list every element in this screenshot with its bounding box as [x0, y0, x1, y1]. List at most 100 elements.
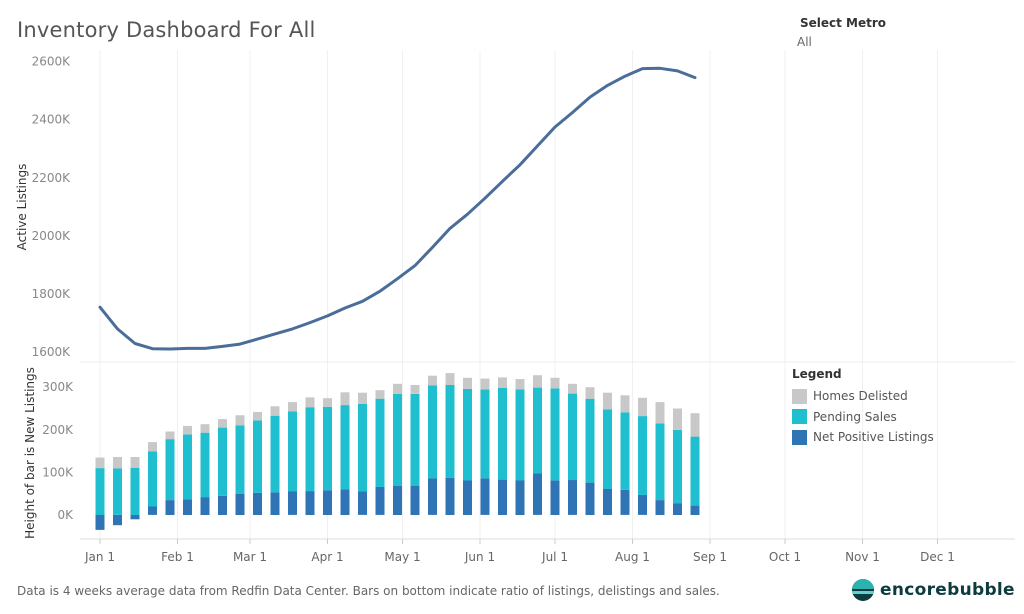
net-positive-listings-bar: [393, 486, 402, 515]
homes-delisted-bar: [620, 395, 630, 413]
homes-delisted-bar: [498, 377, 507, 388]
pending-sales-bar: [603, 409, 612, 489]
pending-sales-bar: [183, 434, 192, 500]
pending-sales-bar: [533, 387, 542, 474]
net-positive-listings-bar: [428, 478, 437, 515]
pending-sales-bar: [358, 403, 367, 492]
pending-sales-bar: [340, 405, 350, 490]
legend-title: Legend: [792, 367, 842, 381]
pending-sales-bar: [375, 398, 385, 487]
pending-sales-bar: [95, 468, 105, 515]
homes-delisted-bar: [165, 431, 175, 440]
legend-swatch-pending-sales: [792, 409, 807, 425]
legend-label-pending-sales: Pending Sales: [813, 409, 897, 424]
homes-delisted-bar: [288, 402, 297, 412]
homes-delisted-bar: [568, 383, 577, 394]
pending-sales-bar: [480, 389, 490, 479]
net-positive-listings-bar: [463, 480, 472, 515]
active-listings-line: [98, 66, 697, 351]
bar-y-tick-label: 300K: [42, 380, 74, 394]
net-positive-listings-bar: [673, 503, 682, 515]
pending-sales-bar: [235, 425, 245, 494]
pending-sales-bar: [270, 415, 280, 493]
net-positive-listings-bar: [515, 480, 525, 515]
x-tick-label: Feb 1: [161, 550, 194, 564]
net-positive-listings-bar: [218, 495, 227, 515]
homes-delisted-bar: [463, 377, 472, 389]
net-positive-listings-bar: [358, 491, 367, 515]
net-positive-listings-bar: [568, 480, 577, 515]
net-positive-listings-bar: [550, 480, 560, 515]
net-positive-listings-bar: [165, 500, 175, 515]
homes-delisted-bar: [393, 383, 402, 394]
homes-delisted-bar: [655, 402, 665, 424]
homes-delisted-bar: [585, 387, 595, 399]
bar-y-tick-label: 100K: [42, 465, 74, 479]
legend-item-net-positive-listings[interactable]: Net Positive Listings: [792, 427, 992, 448]
homes-delisted-bar: [218, 419, 227, 428]
pending-sales-bar: [393, 394, 402, 486]
brand-logo[interactable]: encorebubble: [852, 579, 1015, 601]
x-tick-label: Oct 1: [769, 550, 801, 564]
homes-delisted-bar: [410, 385, 420, 394]
pending-sales-bar: [445, 385, 455, 478]
net-positive-listings-bar: [498, 479, 507, 515]
net-positive-listings-bar: [638, 494, 647, 515]
net-positive-listings-bar: [288, 491, 297, 515]
homes-delisted-bar: [200, 424, 210, 433]
pending-sales-bar: [690, 436, 700, 506]
pending-sales-bar: [585, 398, 595, 483]
pending-sales-bar: [620, 412, 630, 490]
homes-delisted-bar: [323, 398, 332, 407]
homes-delisted-bar: [253, 411, 262, 421]
bar-y-axis: 0K 100K 200K 300K: [42, 380, 74, 522]
legend-item-homes-delisted[interactable]: Homes Delisted: [792, 386, 992, 407]
metro-filter-value[interactable]: All: [797, 35, 812, 49]
pending-sales-bar: [165, 439, 175, 500]
homes-delisted-bar: [235, 415, 245, 426]
homes-delisted-bar: [340, 392, 350, 406]
line-y-axis: 1600K 1800K 2000K 2200K 2400K 2600K: [32, 55, 72, 360]
homes-delisted-bar: [603, 392, 612, 410]
pending-sales-bar: [148, 451, 157, 507]
homes-delisted-bar: [428, 375, 437, 386]
x-tick-label: Aug 1: [615, 550, 650, 564]
pending-sales-bar: [550, 388, 560, 481]
homes-delisted-bar: [270, 406, 280, 416]
net-positive-listings-bar: [533, 473, 542, 515]
net-positive-listings-bar: [305, 491, 315, 515]
x-tick-label: Jul 1: [541, 550, 568, 564]
pending-sales-bar: [673, 429, 682, 504]
homes-delisted-bar: [183, 425, 192, 435]
pending-sales-bar: [638, 416, 647, 495]
pending-sales-bar: [323, 406, 332, 491]
active-listings-points: [99, 68, 696, 350]
net-positive-listings-bar: [690, 505, 700, 515]
net-positive-listings-bar: [130, 515, 140, 520]
homes-delisted-bar: [375, 390, 385, 399]
legend-label-homes-delisted: Homes Delisted: [813, 389, 908, 404]
x-tick-label: Mar 1: [233, 550, 267, 564]
homes-delisted-bar: [550, 377, 560, 389]
net-positive-listings-bar: [655, 500, 665, 515]
bar-y-tick-label: 200K: [42, 423, 74, 437]
net-positive-listings-bar: [95, 515, 105, 530]
bar-y-tick-label: 0K: [57, 508, 74, 522]
legend-label-net-positive-listings: Net Positive Listings: [813, 430, 934, 445]
pending-sales-bar: [253, 420, 262, 493]
bar-y-axis-title: Height of bar is New Listings: [23, 367, 37, 539]
pending-sales-bar: [655, 423, 665, 501]
footnote: Data is 4 weeks average data from Redfin…: [17, 584, 720, 598]
homes-delisted-bar: [533, 375, 542, 388]
bubble-logo-icon: [852, 579, 874, 601]
net-positive-listings-bar: [200, 497, 210, 515]
pending-sales-bar: [463, 388, 472, 481]
net-positive-listings-bar: [253, 492, 262, 515]
line-y-axis-title: Active Listings: [15, 164, 29, 251]
net-positive-listings-bar: [340, 489, 350, 515]
legend-item-pending-sales[interactable]: Pending Sales: [792, 407, 992, 428]
pending-sales-bar: [130, 467, 140, 515]
homes-delisted-bar: [690, 413, 700, 437]
legend-swatch-net-positive-listings: [792, 429, 807, 445]
